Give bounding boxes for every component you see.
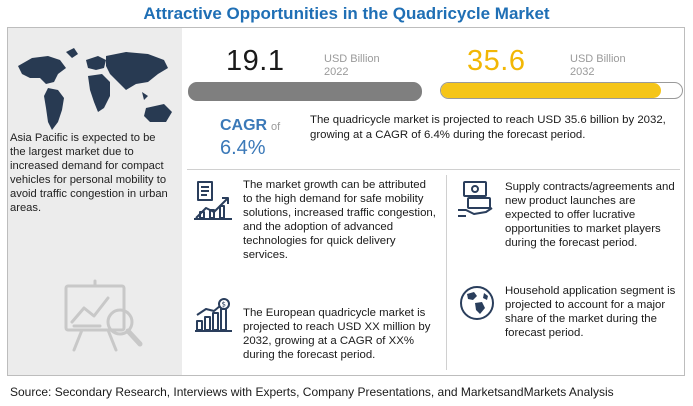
source-footer: Source: Secondary Research, Interviews w… <box>10 385 614 399</box>
globe-icon <box>460 286 494 320</box>
left-panel <box>8 28 182 375</box>
market-value-2022: 19.1 <box>226 45 285 77</box>
cagr-value: 6.4% <box>220 137 266 159</box>
page-title: Attractive Opportunities in the Quadricy… <box>143 4 550 23</box>
bar-2032 <box>441 83 661 98</box>
projection-text: The quadricycle market is projected to r… <box>310 114 666 141</box>
market-year-2032: 2032 <box>570 66 595 78</box>
household-text: Household application segment is project… <box>505 285 676 339</box>
market-unit-2032: USD Billion <box>570 53 626 65</box>
svg-text:$: $ <box>222 301 226 309</box>
market-year-2022: 2022 <box>324 66 349 78</box>
market-value-2032: 35.6 <box>467 45 526 77</box>
asia-pacific-text: Asia Pacific is expected to be the large… <box>10 132 168 214</box>
cagr-label: CAGR <box>220 117 268 134</box>
market-unit-2022: USD Billion <box>324 53 380 65</box>
supply-text: Supply contracts/agreements and new prod… <box>505 181 675 249</box>
growth-text: The market growth can be attributed to t… <box>243 179 436 261</box>
market-growth-icon: $ <box>195 298 232 332</box>
divider-horizontal <box>187 169 680 170</box>
european-text: The European quadricycle market is proje… <box>243 307 431 361</box>
world-map-icon <box>18 48 172 130</box>
cagr-of: of <box>271 121 281 133</box>
divider-vertical <box>446 175 447 370</box>
content-frame <box>7 27 685 376</box>
analytics-board-icon <box>64 279 143 352</box>
bar-2022 <box>188 82 422 101</box>
growth-chart-icon <box>194 181 232 220</box>
money-hand-icon <box>458 181 493 217</box>
